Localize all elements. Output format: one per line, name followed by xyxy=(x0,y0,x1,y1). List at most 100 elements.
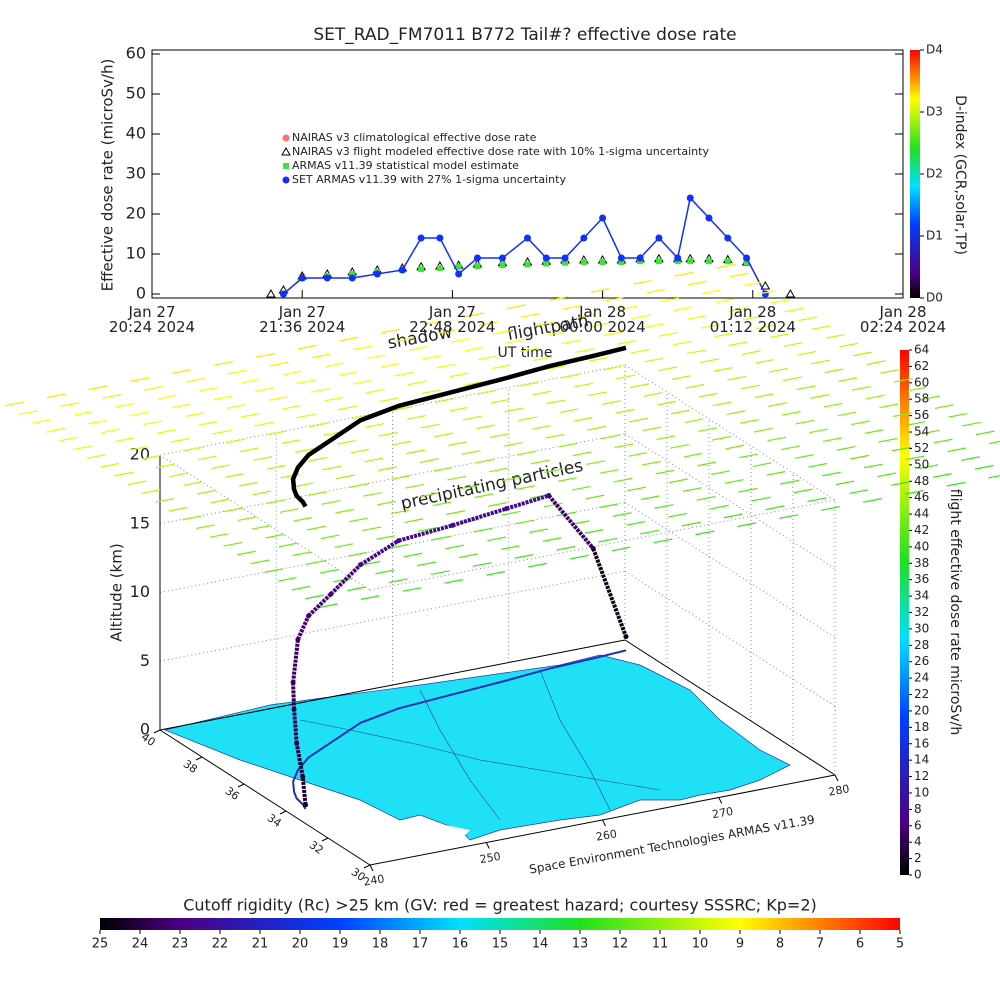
colorbar-tick-label: 38 xyxy=(914,556,929,570)
particle-field xyxy=(576,313,596,319)
particle-field xyxy=(810,394,829,399)
particle-field xyxy=(472,562,492,567)
particle-field xyxy=(738,487,758,493)
particle-field xyxy=(406,449,426,455)
colorbar-tick-label: 18 xyxy=(914,720,929,734)
colorbar-tick-label: 23 xyxy=(172,937,189,952)
x-axis-label: UT time xyxy=(498,345,553,361)
colorbar-tick-label: 13 xyxy=(572,937,589,952)
particle-field xyxy=(590,288,610,293)
flight-segment xyxy=(300,776,308,806)
particle-field xyxy=(380,363,400,368)
particle-field xyxy=(683,452,703,458)
particle-field xyxy=(612,512,632,517)
y-tick-label: 0 xyxy=(136,284,146,303)
particle-field xyxy=(572,451,592,457)
marker xyxy=(473,254,481,262)
particle-field xyxy=(265,533,285,539)
y-tick-label: 50 xyxy=(126,84,146,103)
particle-field xyxy=(783,342,803,347)
particle-field xyxy=(632,279,652,285)
particle-field xyxy=(653,538,673,544)
particle-field xyxy=(587,425,607,431)
particle-field xyxy=(864,429,884,434)
particle-field xyxy=(617,340,637,345)
marker xyxy=(455,263,462,270)
particle-field xyxy=(545,433,565,439)
d-index-colorbar xyxy=(910,50,920,298)
colorbar-tick-label: 6 xyxy=(914,818,922,832)
marker xyxy=(279,290,287,298)
y-tick-label: 60 xyxy=(126,44,146,63)
colorbar-tick-label: 32 xyxy=(914,605,929,619)
particle-field xyxy=(849,489,869,495)
colorbar-tick-label: 36 xyxy=(914,572,929,586)
lon-tick-label: 270 xyxy=(711,805,734,821)
particle-field xyxy=(700,358,719,364)
grid-line xyxy=(624,364,836,501)
particle-field xyxy=(128,446,148,451)
colorbar-tick-label: D3 xyxy=(926,105,943,119)
particle-field xyxy=(766,471,786,476)
flight-segment xyxy=(291,682,297,710)
marker xyxy=(760,280,771,290)
particle-field xyxy=(716,263,736,269)
particle-field xyxy=(743,281,763,287)
particle-field xyxy=(335,508,355,514)
particle-field xyxy=(640,529,659,535)
particle-field xyxy=(573,417,593,422)
particle-field xyxy=(361,560,381,566)
lon-tick xyxy=(718,797,723,804)
particle-field xyxy=(255,387,274,393)
particle-field xyxy=(589,356,608,362)
particle-field xyxy=(863,463,883,469)
particle-field xyxy=(825,333,845,339)
particle-field xyxy=(850,454,870,460)
marker xyxy=(686,194,694,202)
particle-field xyxy=(430,570,450,576)
particle-field xyxy=(988,475,1000,479)
particle-field xyxy=(476,424,496,430)
particle-field xyxy=(227,369,247,375)
x-tick-label: Jan 27 20:24 2024 xyxy=(108,303,196,336)
particle-field xyxy=(264,568,284,573)
particle-field xyxy=(487,536,507,542)
particle-field xyxy=(533,356,553,362)
particle-field xyxy=(670,444,689,449)
axis-line xyxy=(624,639,836,776)
particle-field xyxy=(490,398,510,404)
particle-field xyxy=(518,416,537,422)
marker xyxy=(705,258,712,265)
legend-marker xyxy=(281,146,291,156)
particle-field xyxy=(492,329,512,335)
particle-field xyxy=(322,465,342,471)
particle-field xyxy=(210,498,230,504)
particle-field xyxy=(238,481,258,487)
marker xyxy=(674,254,682,262)
particle-field xyxy=(32,419,52,424)
particle-field xyxy=(240,412,260,418)
colorbar-tick-label: 8 xyxy=(776,937,784,952)
particle-field xyxy=(671,375,691,380)
colorbar-label: D-index (GCR,solar,TP) xyxy=(952,95,968,255)
x-tick-label: Jan 27 21:36 2024 xyxy=(259,303,346,336)
particle-field xyxy=(506,338,526,344)
particle-field xyxy=(629,383,649,389)
particle-field xyxy=(418,492,438,498)
lat-tick xyxy=(279,810,287,815)
particle-field xyxy=(319,568,339,574)
particle-field xyxy=(946,481,966,487)
lat-tick xyxy=(321,837,329,842)
annotation: Space Environment Technologies ARMAS v11… xyxy=(528,812,816,876)
particle-field xyxy=(336,474,355,480)
flight-segment xyxy=(291,639,300,683)
particle-field xyxy=(60,402,80,407)
particle-field xyxy=(657,400,677,406)
particle-field xyxy=(837,411,857,417)
lon-tick xyxy=(834,774,839,782)
marker xyxy=(349,271,356,277)
particle-field xyxy=(339,336,359,342)
particle-field xyxy=(283,370,303,376)
particle-field xyxy=(947,447,967,453)
particle-field xyxy=(417,561,436,567)
